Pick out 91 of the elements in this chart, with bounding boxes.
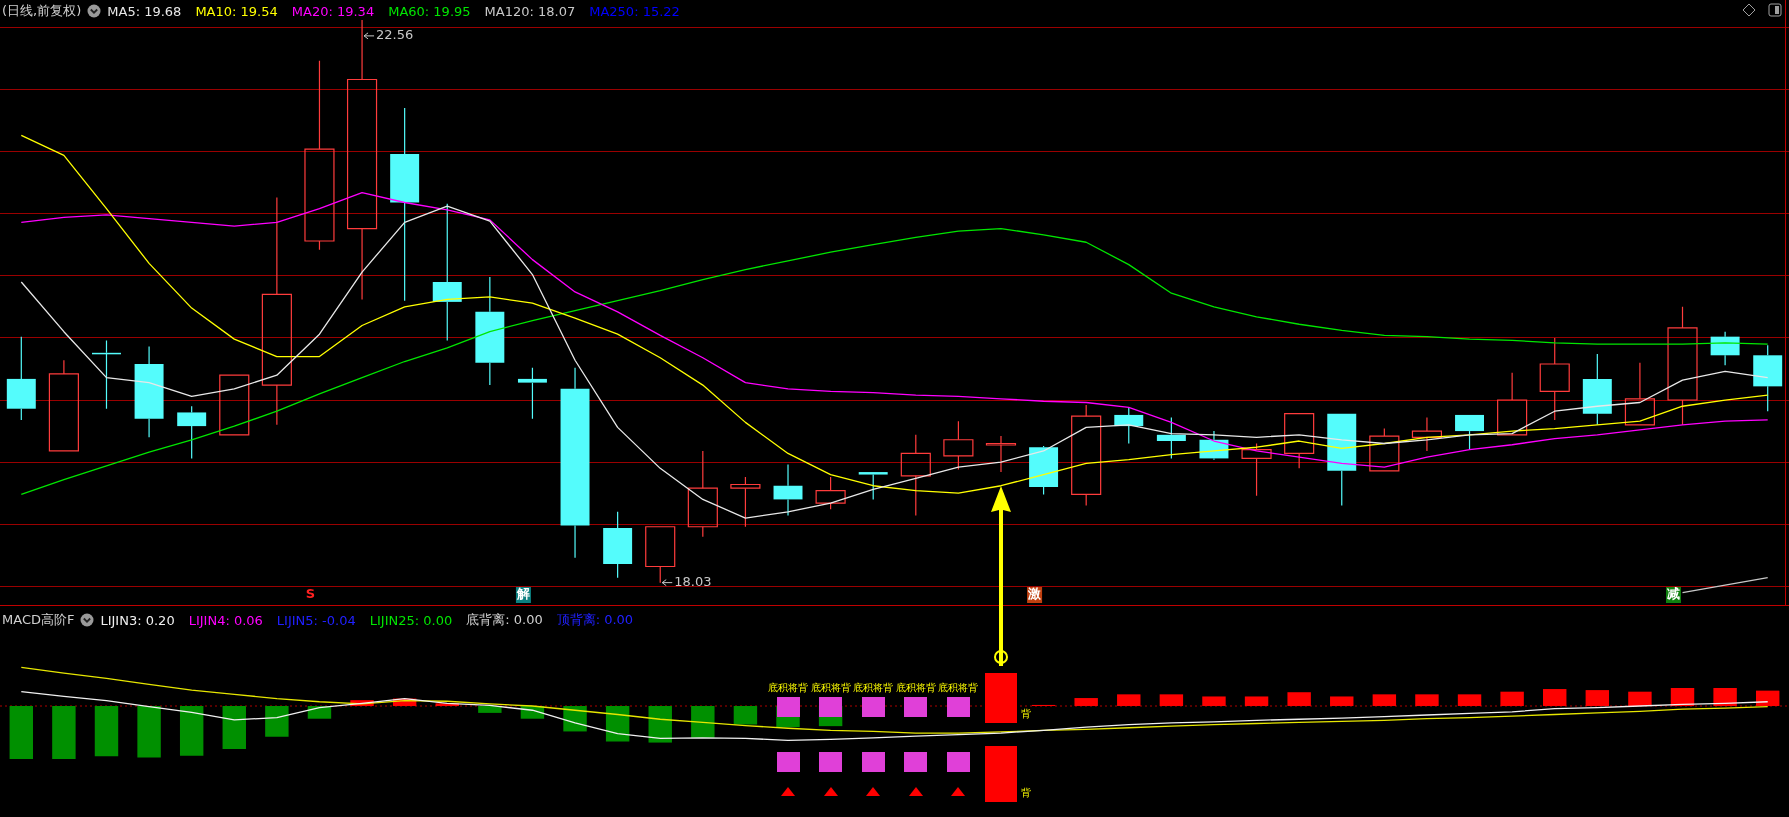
bar <box>1159 694 1184 706</box>
annotation: 减 <box>1667 586 1681 602</box>
candlestick <box>943 420 974 471</box>
candlestick <box>517 367 547 420</box>
bar <box>1713 687 1737 706</box>
bar <box>1670 687 1695 706</box>
text: 背 <box>1020 786 1031 798</box>
bar <box>1202 696 1226 706</box>
annotation: 底积将背 <box>768 681 809 693</box>
text: LIJIN3: 0.20 <box>100 612 175 628</box>
text: MA60: 19.95 <box>388 3 471 19</box>
candlestick <box>1582 353 1612 426</box>
candlestick <box>177 405 207 460</box>
legend-label: 顶背离: 0.00 <box>556 611 634 629</box>
bar <box>9 706 34 759</box>
text: MA120: 18.07 <box>484 3 576 19</box>
candlestick <box>1624 362 1655 426</box>
text: MA20: 19.34 <box>291 3 375 19</box>
candlestick <box>1539 337 1570 421</box>
annotation: 底积将背 <box>938 681 979 693</box>
bar <box>52 706 76 759</box>
bar <box>179 706 204 756</box>
candlestick <box>48 359 79 452</box>
bar <box>94 706 119 757</box>
candlestick <box>6 336 36 421</box>
bar <box>1585 690 1610 706</box>
bar <box>605 706 630 742</box>
annotation: 激 <box>1027 586 1043 602</box>
annotation: 背 <box>1020 707 1031 719</box>
bar <box>1117 694 1141 706</box>
candlestick <box>1071 404 1102 507</box>
bar <box>733 706 758 725</box>
candlestick <box>1753 344 1783 412</box>
legend-label: MA250: 15.22 <box>589 3 680 19</box>
bar <box>1372 694 1397 706</box>
annotation: S <box>305 586 316 602</box>
legend-label: LIJIN25: 0.00 <box>369 612 453 628</box>
bar <box>137 706 161 758</box>
bar <box>1287 692 1311 706</box>
bar <box>307 706 332 719</box>
bar <box>478 706 502 713</box>
candlestick <box>560 367 590 559</box>
candlestick <box>1327 413 1357 507</box>
candlestick <box>858 472 888 501</box>
bar <box>1457 694 1482 706</box>
candlestick <box>304 60 335 251</box>
annotation: 底积将背 <box>853 681 894 693</box>
candlestick <box>687 450 718 538</box>
legend-label: 底背离: 0.00 <box>466 611 543 629</box>
candlestick <box>1241 442 1272 497</box>
chart-title: (日线,前复权) <box>2 2 82 20</box>
bar <box>1074 698 1098 706</box>
candlestick <box>1497 372 1528 436</box>
candlestick <box>1114 406 1144 445</box>
bar <box>222 706 246 749</box>
bar <box>691 706 715 738</box>
bar <box>563 706 587 732</box>
candlestick <box>390 107 420 302</box>
candlestick <box>603 511 633 579</box>
candlestick <box>475 276 505 386</box>
candlestick <box>773 464 803 517</box>
bar <box>265 706 289 737</box>
candlestick <box>815 476 846 510</box>
bar <box>1755 690 1780 706</box>
candlestick <box>900 434 931 517</box>
candlestick <box>985 435 1017 473</box>
bar <box>1500 691 1524 706</box>
annotation: 底积将背 <box>895 681 936 693</box>
candlestick <box>134 346 164 438</box>
text: MA10: 19.54 <box>195 3 278 19</box>
candlestick <box>1411 416 1443 452</box>
annotation: 底积将背 <box>810 681 851 693</box>
candlestick <box>1156 416 1186 460</box>
candlestick <box>346 19 378 300</box>
annotation: 解 <box>515 586 530 602</box>
bar <box>1415 694 1439 706</box>
chart-title: MACD高阶F <box>2 611 75 629</box>
text: MA5: 19.68 <box>107 3 182 19</box>
candlestick <box>432 203 462 341</box>
legend-label: LIJIN5: -0.04 <box>276 612 356 628</box>
candlestick <box>261 196 292 426</box>
bar <box>648 706 672 743</box>
bar <box>1330 696 1354 706</box>
annotation: 22.56 <box>376 27 414 43</box>
candlestick <box>730 476 761 528</box>
bar <box>1543 689 1567 706</box>
bar <box>1628 691 1652 706</box>
bar <box>1244 696 1269 706</box>
annotation: 18.03 <box>674 574 712 590</box>
legend-label: LIJIN4: 0.06 <box>188 612 263 628</box>
candlestick <box>1667 306 1698 426</box>
